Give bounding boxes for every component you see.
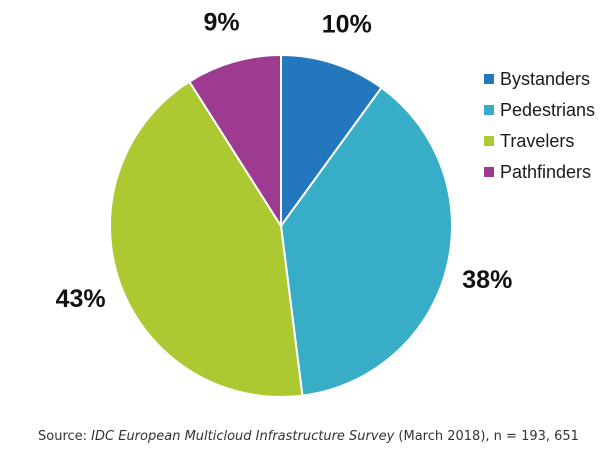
pie-slice-travelers	[108, 80, 304, 398]
legend-label-travelers: Travelers	[500, 131, 574, 151]
percentage-labels: 10% 38% 43% 9%	[56, 9, 513, 314]
legend-label-pathfinders: Pathfinders	[500, 162, 591, 182]
percentage-label-travelers: 43%	[56, 285, 106, 313]
pie-slice-pedestrians	[279, 86, 453, 397]
legend-swatch-bystanders	[484, 74, 494, 84]
source-survey-name: IDC European Multicloud Infrastructure S…	[91, 429, 395, 444]
percentage-label-pedestrians: 38%	[462, 266, 512, 294]
legend-swatch-travelers	[484, 136, 494, 146]
pie-chart: 10% 38% 43% 9% Bystanders Pedestrians Travele…	[56, 9, 595, 398]
source-note: Source: IDC European Multicloud Infrastr…	[38, 429, 579, 444]
legend: Bystanders Pedestrians Travelers Pathfinder…	[484, 69, 595, 182]
legend-swatch-pathfinders	[484, 167, 494, 177]
legend-label-bystanders: Bystanders	[500, 69, 590, 89]
percentage-label-bystanders: 10%	[322, 10, 372, 38]
pie-slice-bystanders	[280, 53, 383, 230]
source-suffix: (March 2018), n = 193, 651	[394, 429, 579, 444]
pie-slices	[108, 53, 453, 398]
source-prefix: Source:	[38, 429, 92, 444]
legend-swatch-pedestrians	[484, 105, 494, 115]
percentage-label-pathfinders: 9%	[204, 9, 240, 37]
pie-slice-pathfinders	[187, 53, 282, 230]
legend-label-pedestrians: Pedestrians	[500, 100, 595, 120]
